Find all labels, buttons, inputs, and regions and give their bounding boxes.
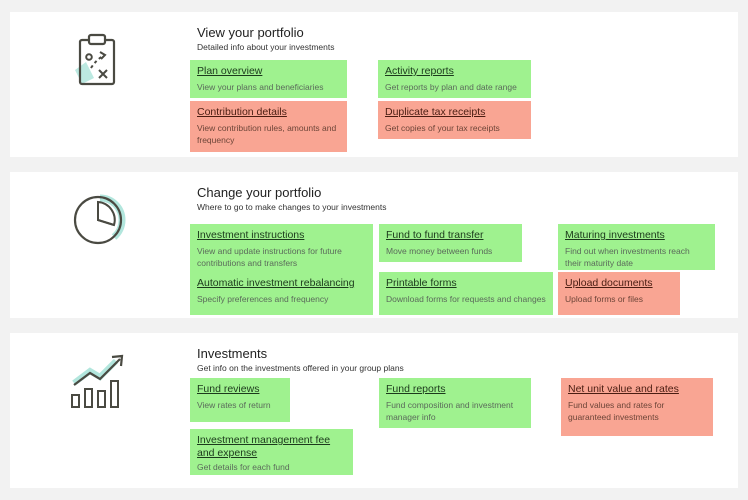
link-net-unit-value-and-rates[interactable]: Net unit value and rates Fund values and… (561, 378, 713, 436)
link-title: Fund reports (386, 383, 446, 395)
link-title: Fund to fund transfer (386, 229, 484, 241)
link-contribution-details[interactable]: Contribution details View contribution r… (190, 101, 347, 152)
link-desc: Fund composition and investment manager … (386, 400, 514, 422)
link-title: Activity reports (385, 65, 454, 77)
section-investments: Investments Get info on the investments … (10, 333, 738, 488)
section-subtitle: Where to go to make changes to your inve… (197, 202, 387, 212)
link-title: Automatic investment rebalancing (197, 277, 355, 289)
section-subtitle: Detailed info about your investments (197, 42, 335, 52)
link-fund-reviews[interactable]: Fund reviews View rates of return (190, 378, 290, 422)
link-upload-documents[interactable]: Upload documents Upload forms or files (558, 272, 680, 315)
link-desc: Upload forms or files (565, 294, 643, 304)
clipboard-strategy-icon (72, 32, 122, 90)
link-desc: Get reports by plan and date range (385, 82, 517, 92)
link-desc: Get copies of your tax receipts (385, 123, 500, 133)
link-title: Investment management fee and expense (197, 434, 331, 459)
link-desc: Fund values and rates for guaranteed inv… (568, 400, 665, 422)
link-fund-reports[interactable]: Fund reports Fund composition and invest… (379, 378, 531, 428)
link-investment-management-fee[interactable]: Investment management fee and expense Ge… (190, 429, 353, 475)
section-title: Investments (197, 346, 268, 361)
section-subtitle: Get info on the investments offered in y… (197, 363, 404, 373)
section-view-portfolio: View your portfolio Detailed info about … (10, 12, 738, 157)
link-desc: Move money between funds (386, 246, 493, 256)
section-title: View your portfolio (197, 25, 304, 40)
link-desc: Get details for each fund (197, 462, 290, 472)
link-title: Contribution details (197, 106, 287, 118)
link-desc: View contribution rules, amounts and fre… (197, 123, 337, 145)
section-change-portfolio: Change your portfolio Where to go to mak… (10, 172, 738, 318)
link-title: Plan overview (197, 65, 263, 77)
link-fund-to-fund-transfer[interactable]: Fund to fund transfer Move money between… (379, 224, 522, 262)
link-printable-forms[interactable]: Printable forms Download forms for reque… (379, 272, 553, 315)
link-title: Fund reviews (197, 383, 260, 395)
link-desc: View your plans and beneficiaries (197, 82, 324, 92)
link-title: Net unit value and rates (568, 383, 679, 395)
link-maturing-investments[interactable]: Maturing investments Find out when inves… (558, 224, 715, 270)
link-desc: Specify preferences and frequency (197, 294, 329, 304)
link-desc: View rates of return (197, 400, 271, 410)
link-investment-instructions[interactable]: Investment instructions View and update … (190, 224, 373, 274)
link-title: Maturing investments (565, 229, 665, 241)
link-automatic-investment-rebalancing[interactable]: Automatic investment rebalancing Specify… (190, 272, 373, 315)
link-desc: View and update instructions for future … (197, 246, 342, 268)
growth-chart-icon (68, 351, 132, 409)
link-title: Printable forms (386, 277, 457, 289)
pie-chart-icon (70, 192, 130, 248)
link-desc: Find out when investments reach their ma… (565, 246, 690, 268)
link-title: Duplicate tax receipts (385, 106, 486, 118)
link-activity-reports[interactable]: Activity reports Get reports by plan and… (378, 60, 531, 98)
link-title: Upload documents (565, 277, 653, 289)
link-plan-overview[interactable]: Plan overview View your plans and benefi… (190, 60, 347, 98)
link-desc: Download forms for requests and changes (386, 294, 546, 304)
link-duplicate-tax-receipts[interactable]: Duplicate tax receipts Get copies of you… (378, 101, 531, 139)
section-title: Change your portfolio (197, 185, 322, 200)
link-title: Investment instructions (197, 229, 305, 241)
